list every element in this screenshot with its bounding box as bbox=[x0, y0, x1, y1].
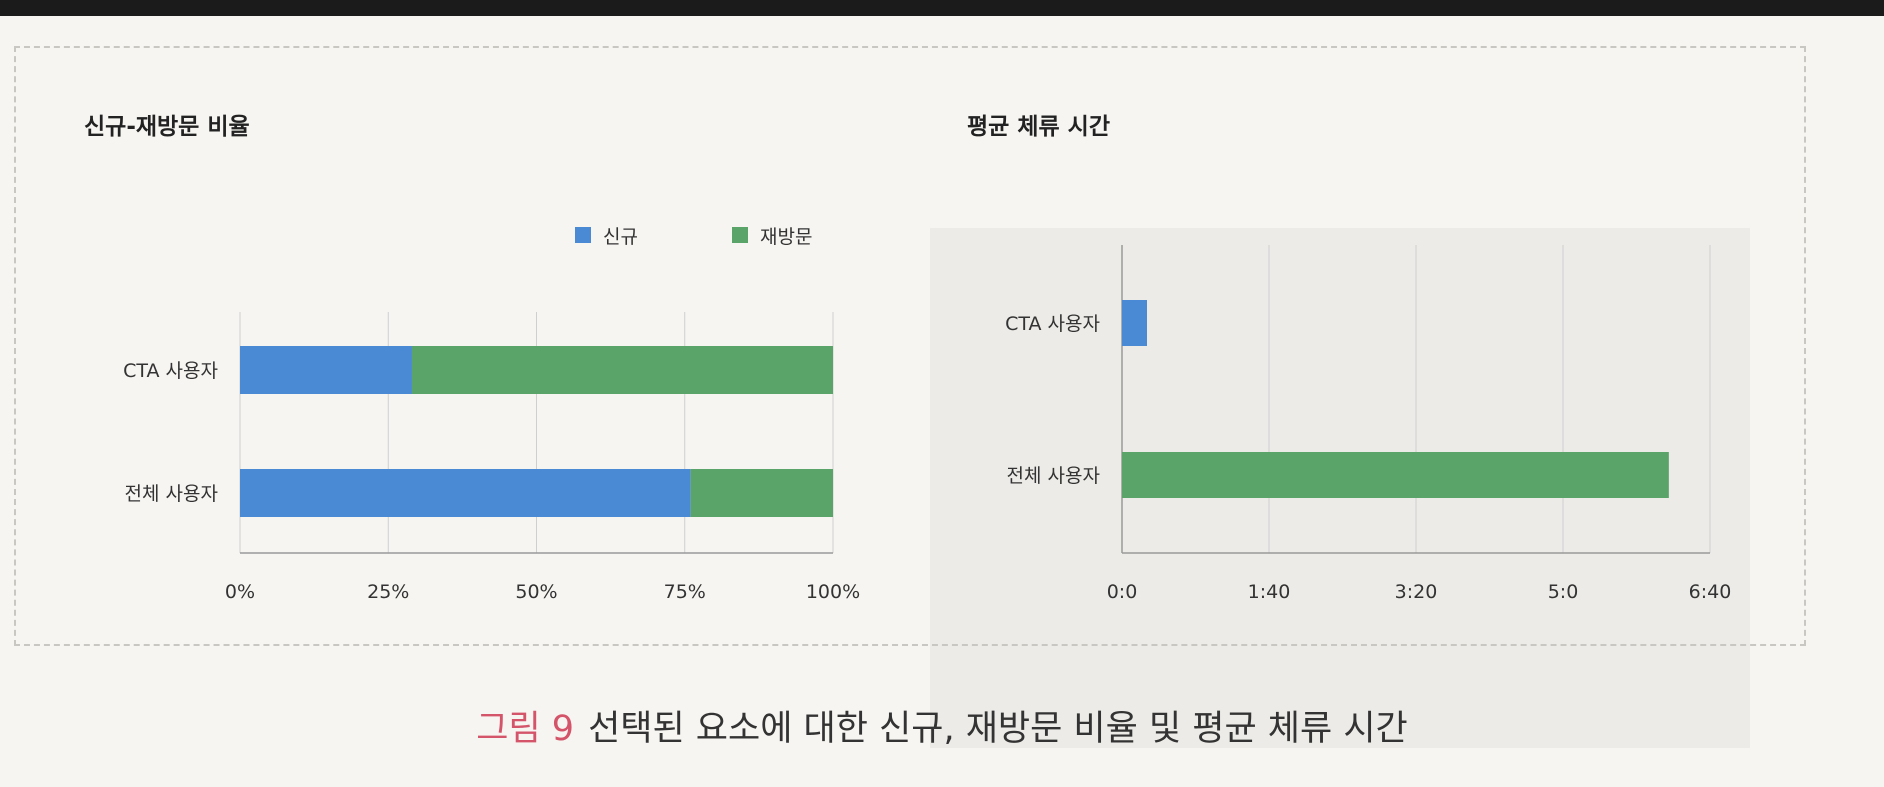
bar bbox=[1122, 300, 1147, 346]
bar-segment bbox=[240, 469, 691, 517]
figure-caption: 그림 9 선택된 요소에 대한 신규, 재방문 비율 및 평균 체류 시간 bbox=[0, 700, 1884, 751]
x-tick-label: 3:20 bbox=[1395, 581, 1438, 603]
x-tick-label: 0% bbox=[225, 581, 255, 603]
caption-figure-label: 그림 9 bbox=[476, 709, 575, 749]
x-tick-label: 50% bbox=[515, 581, 557, 603]
figure-frame bbox=[14, 46, 1806, 646]
category-label: 전체 사용자 bbox=[125, 483, 218, 505]
top-dark-band bbox=[0, 0, 1884, 16]
category-label: CTA 사용자 bbox=[1005, 313, 1100, 335]
x-tick-label: 1:40 bbox=[1248, 581, 1291, 603]
legend-swatch bbox=[732, 227, 748, 243]
legend-label: 재방문 bbox=[760, 226, 812, 248]
bar bbox=[1122, 452, 1669, 498]
x-tick-label: 75% bbox=[664, 581, 706, 603]
ratio-chart-title: 신규-재방문 비율 bbox=[84, 114, 250, 140]
legend-label: 신규 bbox=[603, 226, 638, 248]
duration-chart-title: 평균 체류 시간 bbox=[967, 114, 1110, 140]
bar-segment bbox=[411, 346, 833, 394]
bar-segment bbox=[240, 346, 412, 394]
x-tick-label: 100% bbox=[806, 581, 860, 603]
legend-swatch bbox=[575, 227, 591, 243]
x-tick-label: 0:0 bbox=[1107, 581, 1138, 603]
x-tick-label: 5:0 bbox=[1548, 581, 1579, 603]
category-label: CTA 사용자 bbox=[123, 360, 218, 382]
bar-segment bbox=[690, 469, 833, 517]
x-tick-label: 6:40 bbox=[1689, 581, 1732, 603]
caption-text: 선택된 요소에 대한 신규, 재방문 비율 및 평균 체류 시간 bbox=[588, 709, 1408, 749]
x-tick-label: 25% bbox=[367, 581, 409, 603]
category-label: 전체 사용자 bbox=[1007, 465, 1100, 487]
